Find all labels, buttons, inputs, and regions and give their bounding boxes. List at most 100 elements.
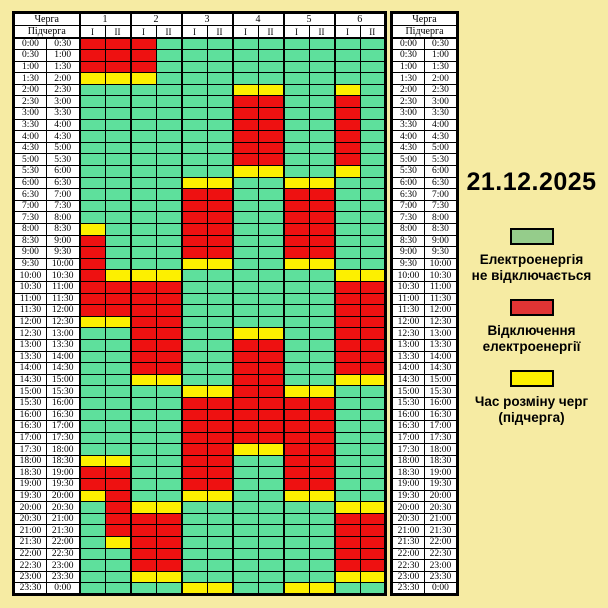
schedule-cell [155, 60, 182, 74]
schedule-cell [180, 536, 208, 549]
schedule-cell [78, 304, 106, 317]
schedule-cell [78, 396, 106, 410]
schedule-row: 10:30 11:00 [13, 280, 386, 294]
time-end-cell: 20:00 [424, 489, 458, 503]
schedule-cell [257, 188, 284, 201]
schedule-cell [104, 188, 131, 201]
schedule-cell [282, 153, 310, 167]
schedule-row: 9:30 10:00 [13, 257, 386, 271]
schedule-cell [333, 501, 361, 514]
schedule-row: 23:00 23:30 [13, 570, 386, 584]
time-end-cell: 4:30 [46, 130, 80, 143]
schedule-cell [206, 141, 233, 155]
time-end-cell: 20:00 [46, 489, 80, 503]
schedule-cell [257, 478, 284, 491]
side-panel: 21.12.2025 Електроенергія не відключаєтьс… [455, 168, 608, 441]
schedule-cell [104, 223, 131, 236]
schedule-cell [333, 37, 361, 51]
schedule-cell [155, 478, 182, 491]
time-start-cell: 14:30 [13, 373, 47, 387]
schedule-cell [206, 188, 233, 201]
schedule-cell [180, 524, 208, 538]
schedule-cell [359, 269, 386, 282]
schedule-cell [129, 408, 157, 422]
time-reference-row: 3:00 3:30 [391, 107, 458, 120]
schedule-cell [333, 431, 361, 445]
time-reference-row: 17:00 17:30 [391, 431, 458, 445]
schedule-cell [231, 246, 259, 259]
time-start-cell: 6:30 [391, 188, 425, 201]
schedule-cell [231, 153, 259, 167]
schedule-cell [78, 362, 106, 375]
time-end-cell: 7:00 [46, 188, 80, 201]
schedule-cell [231, 582, 259, 596]
time-reference-row: 8:30 9:00 [391, 234, 458, 248]
time-start-cell: 19:00 [13, 478, 47, 491]
schedule-cell [257, 420, 284, 433]
schedule-cell [257, 234, 284, 248]
time-reference-row: 19:30 20:00 [391, 489, 458, 503]
schedule-cell [257, 176, 284, 190]
schedule-cell [257, 269, 284, 282]
schedule-cell [333, 176, 361, 190]
time-start-cell: 12:30 [391, 327, 425, 340]
time-start-cell: 11:00 [13, 292, 47, 306]
schedule-cell [104, 443, 131, 456]
time-reference-row: 12:00 12:30 [391, 315, 458, 329]
schedule-cell [308, 118, 335, 132]
time-end-cell: 19:00 [424, 466, 458, 480]
time-end-cell: 21:30 [46, 524, 80, 538]
time-end-cell: 5:00 [46, 141, 80, 155]
schedule-cell [359, 165, 386, 178]
schedule-cell [180, 408, 208, 422]
subqueue-label: II [359, 25, 386, 39]
subqueue-label: I [231, 25, 259, 39]
time-end-cell: 0:00 [46, 582, 80, 596]
time-start-cell: 15:30 [13, 396, 47, 410]
time-start-cell: 16:00 [391, 408, 425, 422]
schedule-cell [359, 338, 386, 352]
schedule-cell [78, 338, 106, 352]
schedule-cell [129, 199, 157, 213]
schedule-cell [78, 83, 106, 97]
time-start-cell: 22:00 [391, 547, 425, 561]
schedule-cell [129, 234, 157, 248]
schedule-cell [282, 408, 310, 422]
schedule-cell [206, 327, 233, 340]
legend-label: електроенергії [482, 339, 581, 354]
schedule-cell [155, 559, 182, 572]
schedule-cell [308, 234, 335, 248]
schedule-cell [104, 269, 131, 282]
schedule-cell [231, 385, 259, 398]
schedule-cell [104, 165, 131, 178]
schedule-cell [257, 443, 284, 456]
subqueue-label: I [78, 25, 106, 39]
time-end-cell: 16:30 [424, 408, 458, 422]
schedule-cell [180, 269, 208, 282]
time-start-cell: 21:30 [391, 536, 425, 549]
schedule-cell [231, 141, 259, 155]
time-start-cell: 10:00 [13, 269, 47, 282]
schedule-cell [257, 431, 284, 445]
schedule-cell [104, 37, 131, 51]
schedule-cell [231, 83, 259, 97]
schedule-cell [104, 315, 131, 329]
schedule-cell [155, 49, 182, 62]
schedule-cell [359, 478, 386, 491]
schedule-cell [78, 199, 106, 213]
schedule-cell [155, 396, 182, 410]
time-reference-row: 9:30 10:00 [391, 257, 458, 271]
schedule-cell [333, 60, 361, 74]
time-end-cell: 22:30 [46, 547, 80, 561]
schedule-cell [282, 536, 310, 549]
time-start-cell: 5:00 [391, 153, 425, 167]
schedule-cell [155, 536, 182, 549]
schedule-cell [308, 315, 335, 329]
time-start-cell: 23:30 [13, 582, 47, 596]
schedule-cell [282, 420, 310, 433]
schedule-cell [333, 338, 361, 352]
schedule-cell [308, 362, 335, 375]
schedule-cell [104, 408, 131, 422]
time-start-cell: 1:00 [391, 60, 425, 74]
schedule-cell [129, 536, 157, 549]
